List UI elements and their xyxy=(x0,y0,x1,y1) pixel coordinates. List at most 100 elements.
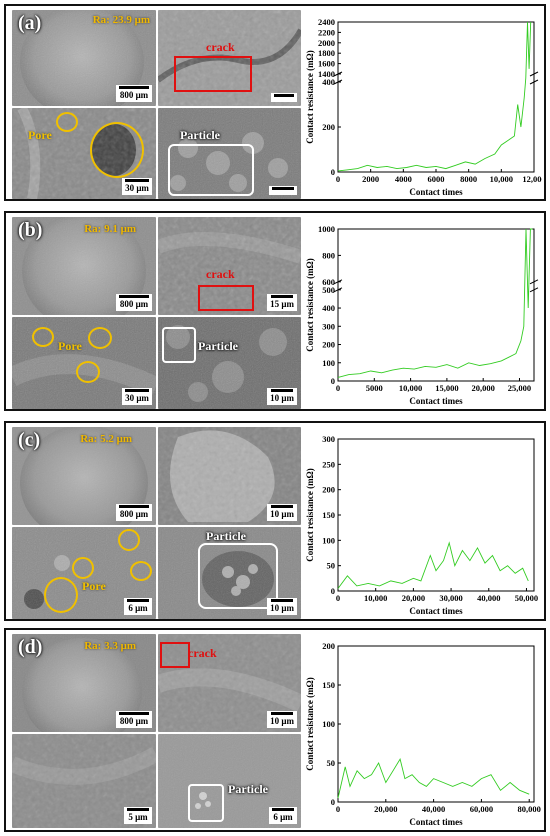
scale-bar-label: 15 μm xyxy=(270,299,294,309)
plot-frame xyxy=(337,228,535,382)
y-tick-label: 400 xyxy=(322,303,335,313)
sem-image-d-particle: Particle 6 μm xyxy=(158,734,301,828)
y-tick-label: 1800 xyxy=(318,48,335,58)
y-tick-label: 400 xyxy=(322,77,335,87)
y-axis-label: Contact resistance (mΩ) xyxy=(305,50,315,144)
x-tick-label: 2000 xyxy=(362,174,379,184)
sem-image-c-pore: Pore 6 μm xyxy=(12,527,156,619)
scale-bar-label: 800 μm xyxy=(119,509,149,519)
sem-image-d-overview: (d) Ra: 3.3 μm 800 μm xyxy=(12,634,156,732)
y-tick-label: 150 xyxy=(322,680,335,690)
plot-frame xyxy=(337,645,535,803)
pore-circle xyxy=(90,122,144,178)
sem-texture xyxy=(158,634,301,732)
pore-circle xyxy=(72,557,94,579)
pore-circle xyxy=(44,577,78,613)
x-tick-label: 50,000 xyxy=(515,593,538,603)
scale-bar xyxy=(271,93,297,102)
pore-label: Pore xyxy=(28,128,52,142)
scale-bar xyxy=(269,186,297,195)
chart-b: 0 100 200 300 400 500 600 800 1000 0 5000 10,000 15,… xyxy=(304,217,542,407)
crack-highlight-box xyxy=(198,285,254,311)
x-tick-label: 4000 xyxy=(395,174,412,184)
panel-letter: (d) xyxy=(18,636,43,658)
y-axis-label: Contact resistance (mΩ) xyxy=(305,677,315,771)
y-tick-label: 300 xyxy=(322,321,335,331)
roughness-label: Ra: 23.9 μm xyxy=(92,14,150,26)
sem-image-a-overview: (a) Ra: 23.9 μm 800 μm xyxy=(12,10,156,106)
x-axis-label: Contact times xyxy=(409,606,463,616)
sem-image-c-surface: 10 μm xyxy=(158,427,301,525)
y-tick-label: 1400 xyxy=(318,69,335,79)
particle-label: Particle xyxy=(180,128,220,142)
sem-image-c-particle: Particle 10 μm xyxy=(158,527,301,619)
sem-image-d-crack: crack 10 μm xyxy=(158,634,301,732)
scale-bar: 5 μm xyxy=(124,807,152,824)
panel-d: (d) Ra: 3.3 μm 800 μm crack 10 μm 5 μm P… xyxy=(4,628,546,832)
crack-label: crack xyxy=(206,267,235,281)
series-line xyxy=(337,228,533,378)
particle-label: Particle xyxy=(198,339,238,353)
y-tick-label: 1000 xyxy=(318,224,335,234)
scale-bar: 800 μm xyxy=(116,711,152,728)
x-tick-label: 40,000 xyxy=(477,593,500,603)
scale-bar-label: 5 μm xyxy=(128,812,148,822)
pore-label: Pore xyxy=(58,339,82,353)
scale-bar-label: 10 μm xyxy=(270,509,294,519)
panel-c: (c) Ra: 5.2 μm 800 μm 10 μm Pore 6 μm xyxy=(4,421,546,621)
scale-bar: 10 μm xyxy=(267,711,297,728)
chart-c: 0 50 100 150 200 250 300 0 10,000 20,000 30,000 40,… xyxy=(304,427,542,617)
sem-image-b-pore: Pore 30 μm xyxy=(12,317,156,409)
y-tick-label: 250 xyxy=(322,459,335,469)
sem-texture xyxy=(158,108,301,199)
x-tick-label: 20,000 xyxy=(471,383,494,393)
x-tick-label: 0 xyxy=(336,383,340,393)
roughness-label: Ra: 5.2 μm xyxy=(80,433,132,445)
sem-image-d-surface: 5 μm xyxy=(12,734,156,828)
x-tick-label: 10,000 xyxy=(364,593,387,603)
pore-circle xyxy=(56,112,78,132)
panel-letter: (a) xyxy=(18,12,42,34)
crack-highlight-box xyxy=(160,642,190,668)
y-axis-label: Contact resistance (mΩ) xyxy=(305,258,315,352)
x-tick-label: 0 xyxy=(336,593,340,603)
y-tick-label: 200 xyxy=(322,641,335,651)
scale-bar-label: 800 μm xyxy=(119,90,149,100)
y-tick-label: 100 xyxy=(322,358,335,368)
particle-highlight-box xyxy=(198,543,278,609)
y-axis-label: Contact resistance (mΩ) xyxy=(305,468,315,562)
x-tick-label: 0 xyxy=(336,804,340,814)
y-tick-label: 200 xyxy=(322,485,335,495)
x-axis-label: Contact times xyxy=(409,396,463,406)
scale-bar: 6 μm xyxy=(269,807,297,824)
scale-bar: 800 μm xyxy=(116,85,152,102)
crack-highlight-box xyxy=(174,56,252,92)
particle-label: Particle xyxy=(206,529,246,543)
x-tick-label: 20,000 xyxy=(374,804,397,814)
y-tick-label: 100 xyxy=(322,535,335,545)
panel-b: (b) Ra: 9.1 μm 800 μm crack 15 μm Pore 3… xyxy=(4,211,546,411)
crack-label: crack xyxy=(206,40,235,54)
series-line xyxy=(337,757,530,799)
y-tick-label: 50 xyxy=(327,561,336,571)
scale-bar: 15 μm xyxy=(267,294,297,311)
pore-label: Pore xyxy=(82,579,106,593)
y-tick-label: 600 xyxy=(322,277,335,287)
x-tick-label: 10,000 xyxy=(399,383,422,393)
scale-bar-label: 30 μm xyxy=(125,393,149,403)
scale-bar: 10 μm xyxy=(267,388,297,405)
x-tick-label: 30,000 xyxy=(439,593,462,603)
crack-label: crack xyxy=(188,646,217,660)
pore-circle xyxy=(118,529,140,551)
scale-bar-label: 10 μm xyxy=(270,716,294,726)
sem-image-a-crack: crack xyxy=(158,10,301,106)
series-line xyxy=(337,21,532,172)
panel-a: (a) Ra: 23.9 μm 800 μm crack Pore 30 μm xyxy=(4,4,546,201)
x-tick-label: 0 xyxy=(336,174,340,184)
plot-frame xyxy=(337,21,535,173)
y-tick-label: 0 xyxy=(331,167,335,177)
scale-bar-label: 6 μm xyxy=(273,812,293,822)
scale-bar-label: 10 μm xyxy=(270,603,294,613)
